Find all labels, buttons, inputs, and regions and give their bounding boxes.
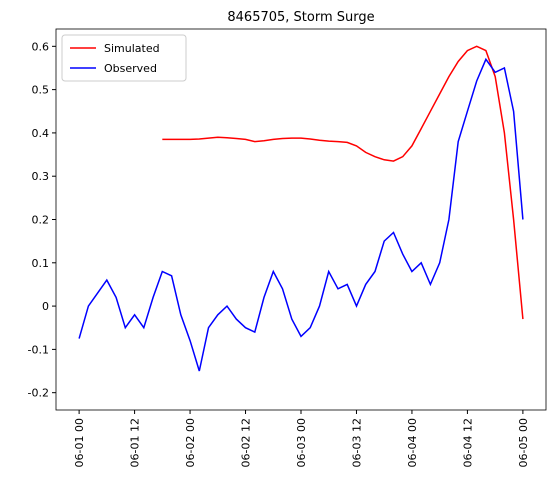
y-tick-label: 0.1 [32, 257, 50, 270]
x-tick-label: 06-05 00 [517, 418, 530, 467]
x-tick-label: 06-04 12 [461, 418, 474, 467]
y-tick-label: 0.5 [32, 84, 50, 97]
legend: Simulated Observed [61, 34, 187, 82]
plot-frame [55, 28, 547, 411]
y-tick-label: -0.1 [28, 343, 49, 356]
legend-label: Simulated [104, 42, 160, 55]
x-tick-label: 06-01 00 [73, 418, 86, 467]
x-tick-label: 06-01 12 [129, 418, 142, 467]
chart-title: 8465705, Storm Surge [227, 10, 374, 25]
x-tick-label: 06-03 00 [295, 418, 308, 467]
y-tick-label: -0.2 [28, 387, 49, 400]
y-tick-label: 0 [42, 300, 49, 313]
x-tick-label: 06-03 12 [350, 418, 363, 467]
x-tick-label: 06-02 00 [184, 418, 197, 467]
series-line [78, 57, 524, 372]
y-tick-label: 0.2 [32, 214, 50, 227]
legend-box [61, 34, 187, 82]
x-tick-label: 06-04 00 [406, 418, 419, 467]
y-tick-label: 0.3 [32, 170, 50, 183]
x-tick-label: 06-02 12 [240, 418, 253, 467]
legend-label: Observed [104, 62, 157, 75]
series-line [162, 45, 524, 320]
y-tick-label: 0.4 [32, 127, 50, 140]
y-tick-label: 0.6 [32, 40, 50, 53]
